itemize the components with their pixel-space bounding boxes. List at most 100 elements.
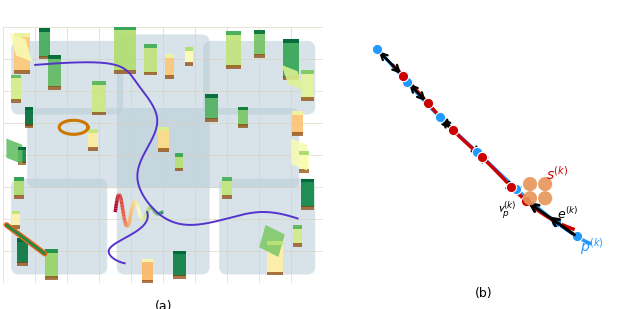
Bar bbox=[144, 72, 157, 75]
Bar bbox=[141, 259, 153, 281]
Bar bbox=[165, 54, 174, 57]
Bar bbox=[14, 33, 31, 71]
Bar bbox=[268, 241, 283, 245]
Bar bbox=[253, 54, 265, 58]
Bar bbox=[253, 30, 265, 34]
Bar bbox=[11, 99, 20, 103]
Point bbox=[511, 186, 521, 191]
FancyBboxPatch shape bbox=[11, 41, 123, 115]
Bar bbox=[205, 94, 218, 98]
Bar bbox=[19, 146, 26, 150]
Bar bbox=[185, 47, 193, 51]
Bar bbox=[45, 277, 58, 280]
Point bbox=[521, 198, 531, 203]
Bar bbox=[114, 70, 136, 74]
Bar bbox=[48, 55, 61, 87]
Bar bbox=[268, 272, 283, 275]
Bar bbox=[292, 243, 302, 247]
Bar bbox=[300, 169, 309, 173]
Bar bbox=[185, 62, 193, 66]
Bar bbox=[227, 31, 241, 35]
Point bbox=[448, 128, 458, 133]
Text: $p^{(k)}$: $p^{(k)}$ bbox=[580, 236, 604, 257]
Bar bbox=[88, 129, 97, 133]
Bar bbox=[283, 39, 300, 43]
FancyBboxPatch shape bbox=[116, 35, 209, 274]
Bar bbox=[12, 210, 20, 226]
Bar bbox=[223, 177, 232, 181]
Bar bbox=[17, 262, 28, 266]
Bar bbox=[173, 275, 186, 279]
Bar bbox=[12, 210, 20, 214]
Polygon shape bbox=[10, 33, 32, 62]
Bar bbox=[301, 179, 314, 207]
Bar bbox=[157, 127, 169, 150]
Bar bbox=[223, 177, 232, 196]
Bar bbox=[45, 249, 58, 278]
Bar bbox=[227, 65, 241, 69]
Circle shape bbox=[523, 191, 537, 205]
Polygon shape bbox=[6, 138, 22, 164]
Bar bbox=[92, 81, 106, 113]
Bar bbox=[292, 225, 302, 244]
Bar bbox=[205, 94, 218, 119]
Bar bbox=[185, 47, 193, 63]
Bar bbox=[39, 28, 51, 57]
Polygon shape bbox=[259, 225, 285, 257]
Bar bbox=[92, 112, 106, 116]
Bar bbox=[175, 153, 183, 157]
FancyBboxPatch shape bbox=[204, 41, 315, 115]
Bar bbox=[173, 251, 186, 276]
Bar bbox=[11, 74, 20, 100]
Bar bbox=[205, 118, 218, 122]
Point bbox=[472, 149, 482, 154]
Bar bbox=[157, 148, 169, 152]
Bar bbox=[141, 280, 153, 283]
Bar bbox=[300, 151, 309, 155]
Bar bbox=[25, 107, 33, 126]
Bar bbox=[141, 259, 153, 262]
Bar bbox=[223, 195, 232, 199]
Bar bbox=[301, 70, 314, 99]
Bar bbox=[14, 177, 24, 196]
Circle shape bbox=[538, 191, 552, 205]
Bar bbox=[88, 129, 97, 148]
Bar bbox=[39, 56, 51, 59]
Bar bbox=[292, 133, 303, 136]
Text: (b): (b) bbox=[474, 287, 492, 300]
Point bbox=[422, 101, 433, 106]
Bar bbox=[114, 27, 136, 71]
FancyBboxPatch shape bbox=[27, 108, 300, 188]
Bar bbox=[165, 75, 174, 79]
Bar bbox=[144, 44, 157, 48]
Bar bbox=[45, 249, 58, 253]
Bar bbox=[14, 70, 31, 74]
Bar bbox=[14, 177, 24, 181]
Bar bbox=[238, 107, 248, 126]
Bar bbox=[292, 111, 303, 115]
Polygon shape bbox=[282, 65, 304, 91]
Bar bbox=[165, 54, 174, 76]
FancyBboxPatch shape bbox=[219, 179, 315, 274]
Bar bbox=[25, 125, 33, 128]
Bar bbox=[268, 241, 283, 273]
Bar bbox=[300, 151, 309, 171]
Bar bbox=[114, 27, 136, 30]
Bar bbox=[88, 147, 97, 151]
Point bbox=[398, 73, 408, 78]
Bar bbox=[19, 146, 26, 163]
Bar bbox=[25, 107, 33, 110]
Bar bbox=[238, 125, 248, 128]
Bar bbox=[17, 238, 28, 242]
Bar bbox=[17, 238, 28, 263]
Bar bbox=[301, 70, 314, 74]
Point bbox=[572, 234, 582, 239]
Bar bbox=[19, 161, 26, 165]
Point bbox=[372, 47, 382, 52]
Bar bbox=[301, 97, 314, 101]
Point bbox=[551, 219, 561, 224]
Bar bbox=[283, 39, 300, 78]
Bar bbox=[48, 55, 61, 59]
Bar bbox=[173, 251, 186, 254]
Bar bbox=[12, 225, 20, 229]
